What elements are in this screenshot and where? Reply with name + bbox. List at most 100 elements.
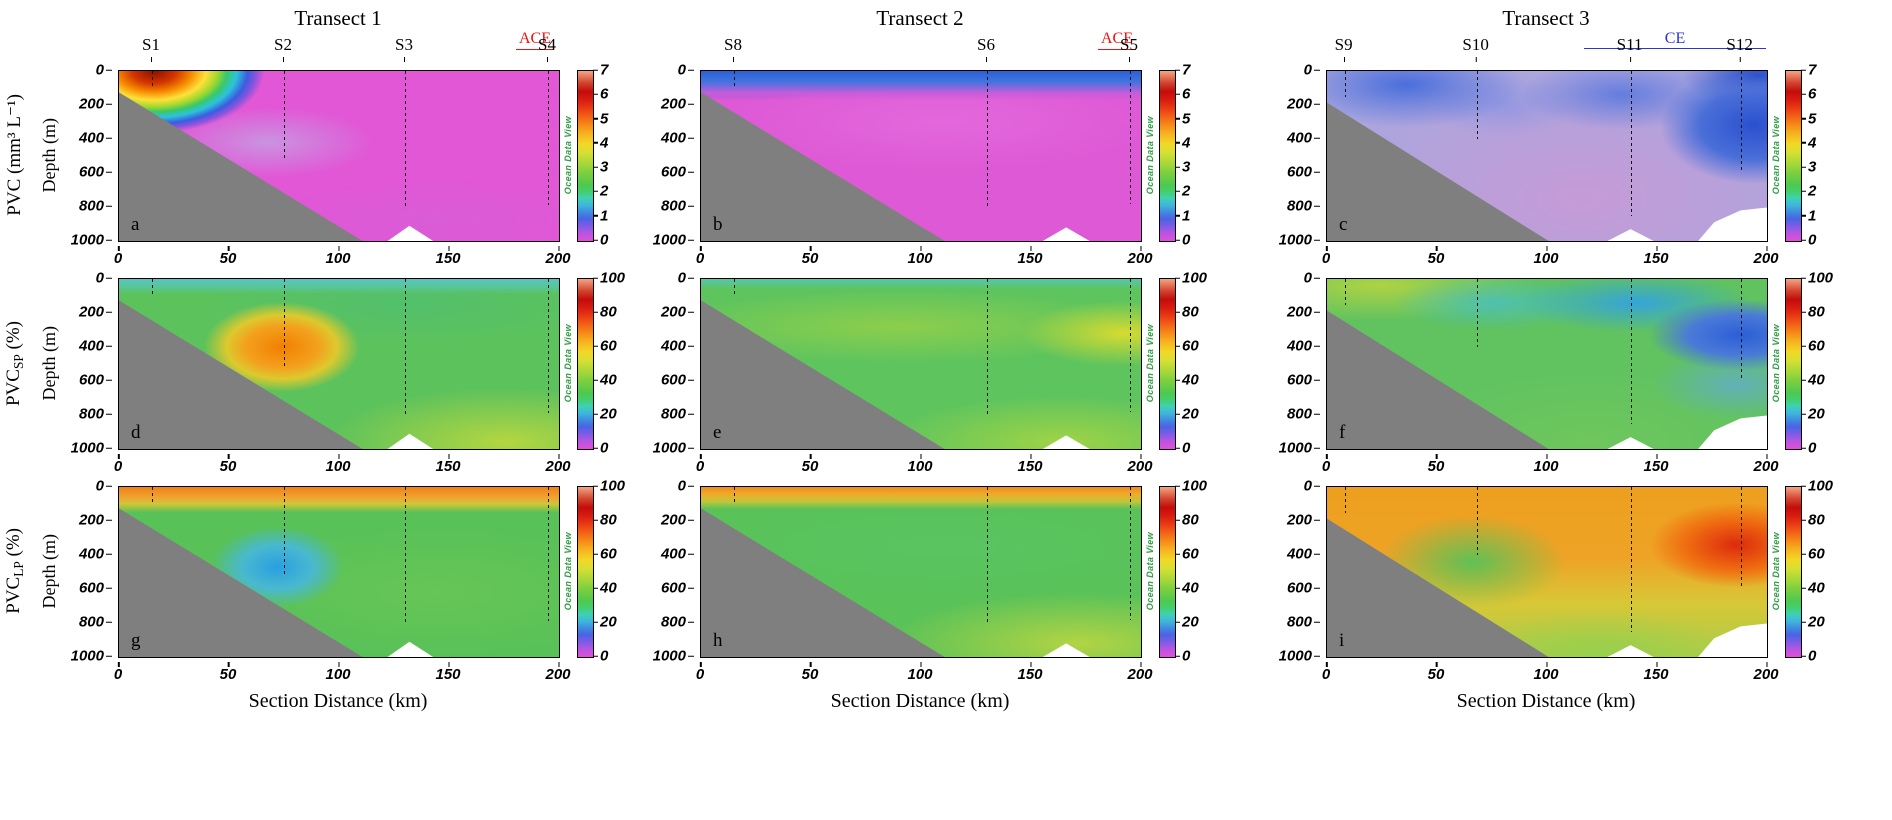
x-axis-ticks: 0 50 100 150 200 (1322, 659, 1779, 683)
colorbar-tick-label: 60 (600, 545, 617, 563)
transect-1-title: Transect 1 (294, 6, 382, 30)
x-tick-label: 0 (695, 662, 705, 683)
depth-tick-label: 600 (1286, 163, 1312, 181)
depth-axis-ticks: 0 200 400 600 800 1000 (1276, 270, 1322, 457)
x-tick-label: 100 (325, 454, 351, 475)
seafloor-mask (119, 89, 366, 241)
seafloor-mask (1327, 515, 1552, 657)
depth-tick-label: 0 (677, 269, 686, 287)
depth-tick-label: 400 (660, 129, 686, 147)
x-tick-label: 200 (1127, 246, 1153, 267)
station-label: S5 (1120, 35, 1138, 62)
depth-tick-label: 1000 (70, 647, 104, 665)
x-tick-label: 150 (1643, 246, 1669, 267)
colorbar-tick-label: 4 (1808, 134, 1817, 152)
depth-tick-label: 800 (660, 197, 686, 215)
x-tick-label: 100 (1533, 246, 1559, 267)
odv-watermark: Ocean Data View (1770, 531, 1781, 611)
colorbar-ticks: 100 80 60 40 20 0 (1805, 478, 1841, 665)
depth-axis-ticks: 0 200 400 600 800 1000 (68, 62, 114, 249)
colorbar-tick-label: 100 (600, 477, 626, 495)
x-axis-ticks: 0 50 100 150 200 (1322, 243, 1779, 267)
colorbar-pvc (1785, 70, 1802, 242)
colorbar-tick-label: 6 (1182, 85, 1191, 103)
colorbar-tick-label: 40 (1808, 371, 1825, 389)
depth-tick-label: 400 (1286, 337, 1312, 355)
ace-eddy-label: ACE (1098, 30, 1136, 50)
colorbar-tick-label: 100 (1182, 269, 1208, 287)
colorbar-tick-label: 80 (1808, 303, 1825, 321)
panel-letter-h: h (713, 630, 723, 651)
station-cast-line (152, 279, 154, 296)
colorbar-pvc (577, 70, 594, 242)
x-tick-label: 200 (1753, 454, 1779, 475)
row-variable-label-pvclp: PVCLP (%) (3, 528, 26, 614)
station-cast-line (405, 487, 407, 623)
x-tick-label: 100 (907, 246, 933, 267)
x-tick-label: 100 (1533, 662, 1559, 683)
station-cast-line (152, 71, 154, 88)
depth-tick-label: 200 (1286, 303, 1312, 321)
odv-watermark: Ocean Data View (562, 115, 573, 195)
x-axis-ticks: 0 50 100 150 200 (696, 243, 1153, 267)
colorbar-ticks: 100 80 60 40 20 0 (1805, 270, 1841, 457)
station-cast-line (284, 279, 286, 370)
colorbar-tick-label: 5 (600, 110, 609, 128)
station-label: S6 (977, 35, 995, 62)
panel-letter-a: a (131, 214, 140, 235)
depth-tick-label: 200 (660, 303, 686, 321)
depth-tick-label: 800 (1286, 613, 1312, 631)
odv-watermark: Ocean Data View (562, 323, 573, 403)
seafloor-mask (701, 505, 948, 657)
colorbar-tick-label: 0 (600, 439, 609, 457)
x-tick-label: 200 (545, 662, 571, 683)
depth-tick-label: 1000 (652, 439, 686, 457)
station-cast-line (548, 487, 550, 622)
depth-tick-label: 0 (677, 477, 686, 495)
seafloor-ridge (1604, 645, 1657, 657)
station-cast-line (405, 279, 407, 415)
row-variable-label-pvc: PVC (mm³ L⁻¹) (4, 94, 25, 216)
x-tick-label: 150 (1017, 454, 1043, 475)
station-cast-line (284, 487, 286, 578)
panel-letter-g: g (131, 630, 141, 651)
panel-c-heatmap: c (1326, 70, 1768, 242)
depth-axis-ticks: 0 200 400 600 800 1000 (1276, 62, 1322, 249)
depth-tick-label: 0 (1303, 477, 1312, 495)
colorbar-tick-label: 40 (600, 579, 617, 597)
x-tick-label: 50 (1427, 454, 1445, 475)
column-transect-2: Transect 2 ACE S8 S6 S5 0 200 400 600 800 1000 … (640, 0, 1266, 820)
x-tick-label: 150 (1017, 662, 1043, 683)
x-tick-label: 200 (1127, 662, 1153, 683)
station-labels-transect-2: S8 S6 S5 (700, 34, 1140, 62)
depth-tick-label: 200 (1286, 511, 1312, 529)
depth-tick-label: 600 (78, 371, 104, 389)
x-tick-label: 100 (1533, 454, 1559, 475)
transect-3-title: Transect 3 (1502, 6, 1590, 30)
depth-tick-label: 600 (660, 163, 686, 181)
x-tick-label: 0 (1321, 662, 1331, 683)
seafloor-ridge (1604, 437, 1657, 449)
panel-letter-c: c (1339, 214, 1348, 235)
depth-axis-label: Depth (m) (38, 325, 59, 401)
station-cast-line (284, 71, 286, 162)
colorbar-tick-label: 6 (1808, 85, 1817, 103)
station-cast-line (987, 487, 989, 623)
depth-tick-label: 200 (78, 95, 104, 113)
station-cast-line (1130, 71, 1132, 204)
x-tick-label: 200 (1753, 246, 1779, 267)
colorbar-tick-label: 40 (1808, 579, 1825, 597)
station-cast-line (1344, 71, 1346, 97)
colorbar-tick-label: 20 (1808, 405, 1825, 423)
x-tick-label: 200 (545, 246, 571, 267)
depth-tick-label: 400 (78, 129, 104, 147)
seafloor-mask (701, 89, 948, 241)
colorbar-tick-label: 20 (1182, 405, 1199, 423)
panel-letter-d: d (131, 422, 141, 443)
colorbar-ticks: 100 80 60 40 20 0 (1179, 478, 1215, 665)
colorbar-ticks: 100 80 60 40 20 0 (1179, 270, 1215, 457)
odv-watermark: Ocean Data View (1144, 115, 1155, 195)
seafloor-mask (1327, 99, 1552, 241)
colorbar-tick-label: 3 (1182, 158, 1191, 176)
depth-tick-label: 0 (1303, 269, 1312, 287)
